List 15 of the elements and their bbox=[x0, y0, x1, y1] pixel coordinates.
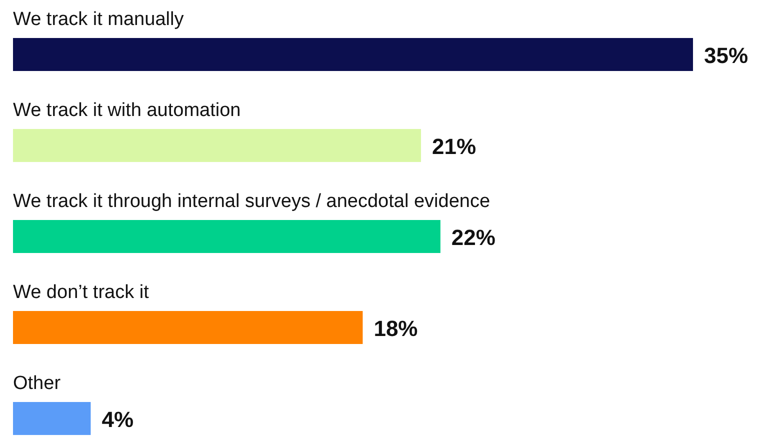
data-label: 21% bbox=[432, 134, 476, 159]
y-tick-label: We track it with automation bbox=[13, 100, 241, 121]
data-label: 18% bbox=[374, 316, 418, 341]
bar bbox=[13, 402, 91, 435]
y-tick-label: Other bbox=[13, 373, 62, 394]
bar bbox=[13, 311, 363, 344]
y-tick-label: We track it manually bbox=[13, 9, 184, 30]
bar bbox=[13, 129, 421, 162]
bar bbox=[13, 38, 693, 71]
data-label: 22% bbox=[451, 225, 496, 250]
bar bbox=[13, 220, 440, 253]
data-label: 4% bbox=[102, 407, 134, 432]
y-tick-label: We track it through internal surveys / anecdotal evidence bbox=[13, 191, 490, 212]
data-label: 35% bbox=[704, 43, 748, 68]
y-tick-label: We don’t track it bbox=[13, 282, 150, 303]
